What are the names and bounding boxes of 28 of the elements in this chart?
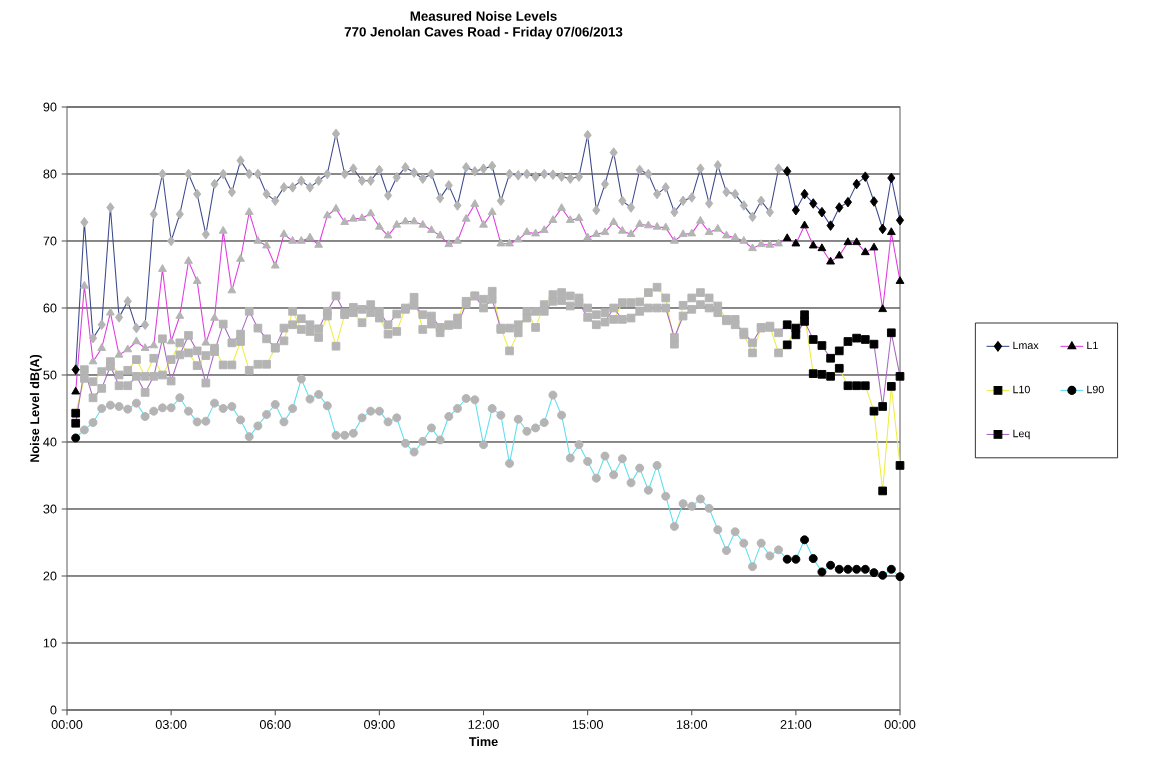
y-tick-label: 30	[43, 504, 57, 514]
legend-label: L90	[1087, 385, 1104, 394]
legend-label: L1	[1087, 341, 1098, 350]
x-axis-title: Time	[468, 736, 498, 747]
chart-subtitle: 770 Jenolan Caves Road - Friday 07/06/2013	[344, 26, 623, 40]
x-tick-label: 15:00	[572, 720, 603, 729]
x-tick-label: 06:00	[259, 720, 291, 729]
x-tick-label: 00:00	[51, 720, 83, 729]
y-axis-title: Noise Level dB(A)	[29, 354, 42, 462]
y-tick-label: 40	[43, 437, 57, 447]
y-tick-label: 10	[43, 638, 57, 648]
y-tick-label: 20	[43, 571, 57, 581]
y-tick-label: 90	[43, 102, 57, 112]
y-tick-label: 70	[43, 236, 57, 246]
x-tick-label: 00:00	[884, 720, 916, 729]
y-tick-label: 80	[43, 169, 57, 179]
y-tick-label: 60	[43, 303, 57, 313]
x-tick-label: 12:00	[468, 720, 499, 729]
y-tick-label: 0	[50, 705, 57, 715]
x-tick-label: 03:00	[155, 720, 187, 729]
legend-label: Leq	[1013, 429, 1030, 440]
y-tick-label: 50	[43, 370, 57, 380]
x-tick-label: 09:00	[364, 720, 395, 729]
x-tick-label: 18:00	[676, 720, 708, 729]
chart-title: Measured Noise Levels	[410, 11, 557, 21]
x-tick-label: 21:00	[780, 720, 812, 729]
legend-label: L10	[1013, 385, 1030, 394]
legend-label: Lmax	[1013, 341, 1039, 350]
